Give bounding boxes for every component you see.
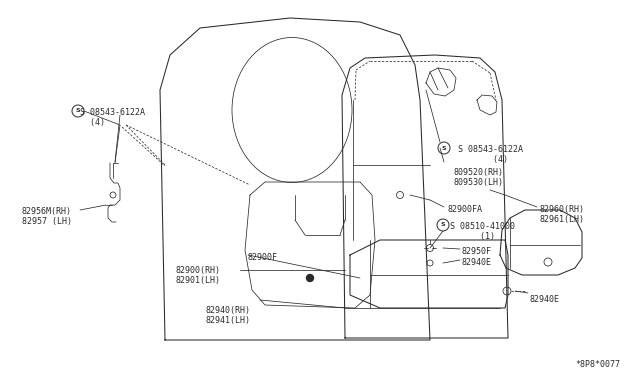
Text: S 08543-6122A
  (4): S 08543-6122A (4) xyxy=(80,108,145,127)
Text: 82940(RH)
82941(LH): 82940(RH) 82941(LH) xyxy=(205,306,250,326)
Text: 82900F: 82900F xyxy=(248,253,278,262)
Text: 82940E: 82940E xyxy=(462,258,492,267)
Text: S: S xyxy=(442,145,446,151)
Text: 82960(RH)
82961(LH): 82960(RH) 82961(LH) xyxy=(540,205,585,224)
Text: 82900(RH)
82901(LH): 82900(RH) 82901(LH) xyxy=(175,266,220,285)
Text: S 08510-41000
      (1): S 08510-41000 (1) xyxy=(450,222,515,241)
Text: 82950F: 82950F xyxy=(462,247,492,256)
Text: 82956M(RH)
82957 (LH): 82956M(RH) 82957 (LH) xyxy=(22,207,72,227)
Text: *8P8*0077: *8P8*0077 xyxy=(575,360,620,369)
Text: S: S xyxy=(441,222,445,228)
Text: S: S xyxy=(76,109,80,113)
Circle shape xyxy=(307,275,314,282)
Text: 82900FA: 82900FA xyxy=(448,205,483,214)
Text: S 08543-6122A
       (4): S 08543-6122A (4) xyxy=(458,145,523,164)
Text: 809520(RH)
809530(LH): 809520(RH) 809530(LH) xyxy=(453,168,503,187)
Text: 82940E: 82940E xyxy=(530,295,560,304)
